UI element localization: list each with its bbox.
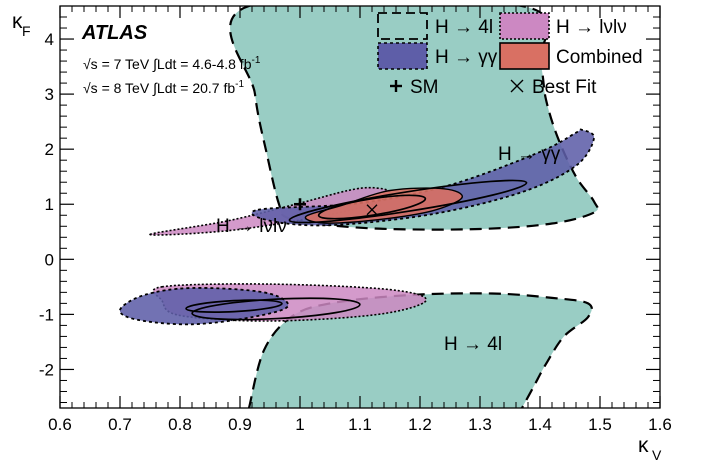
region-hgg-1: [119, 287, 290, 326]
region-annotation: H → lνlν: [216, 216, 287, 237]
x-tick-label: 0.9: [228, 415, 252, 434]
y-tick-label: -2: [39, 360, 54, 379]
x-tick-label: 0.6: [48, 415, 72, 434]
contour-solid_95_upper: [288, 179, 528, 224]
annotations: H → γγ H → lνlν H → 4l: [216, 144, 561, 355]
x-axis-label: κ: [638, 434, 649, 457]
lumi-line-1: √s = 7 TeV ∫Ldt = 4.6-4.8 fb-1: [83, 55, 261, 72]
x-tick-label: 1.4: [528, 415, 552, 434]
y-tick-label: 1: [45, 195, 54, 214]
y-axis-label: κ: [12, 10, 23, 33]
y-axis-label-subscript: F: [22, 23, 31, 39]
x-tick-label: 1.2: [408, 415, 432, 434]
legend-swatch-combined: [499, 42, 550, 70]
lumi-line-2-sup: -1: [235, 79, 244, 90]
legend-label-combined: Combined: [556, 47, 643, 68]
axes: 0.6 0.7 0.8 0.9 1 1.1 1.2 1.3 1.4 1.5 1.6 -2 -1 0 1 2 3 4: [39, 5, 672, 434]
legend-label-h4l: H → 4l: [435, 17, 493, 38]
legend-swatch-hww: [499, 12, 550, 40]
y-tick-label: 0: [45, 250, 54, 269]
legend-label-bestfit: Best Fit: [532, 77, 597, 98]
legend-swatch-hgg: [377, 42, 428, 70]
x-tick-label: 1: [295, 415, 304, 434]
contour-solid_95_lower: [191, 297, 361, 321]
y-tick-label: 2: [45, 140, 54, 159]
legend-marker-bestfit: [510, 79, 524, 93]
lumi-line-2: √s = 8 TeV ∫Ldt = 20.7 fb-1: [83, 79, 244, 96]
contour-solid_68_upper: [317, 194, 427, 220]
x-tick-label: 1.1: [348, 415, 372, 434]
x-tick-label: 0.8: [168, 415, 192, 434]
lumi-line-1-sup: -1: [251, 55, 260, 66]
contour-solid_68_lower: [185, 299, 283, 313]
legend: H → 4l H → lνlν H → γγ Combined SM Best …: [377, 12, 643, 98]
region-annotation: H → 4l: [444, 334, 502, 355]
x-tick-label: 1.6: [648, 415, 672, 434]
legend-label-hww: H → lνlν: [556, 17, 627, 38]
y-tick-label: -1: [39, 305, 54, 324]
lumi-line-2-text: √s = 8 TeV ∫Ldt = 20.7 fb: [83, 80, 235, 96]
x-tick-label: 1.3: [468, 415, 492, 434]
y-tick-label: 3: [45, 85, 54, 104]
best-fit-marker: [366, 204, 378, 216]
region-annotation: H → γγ: [498, 144, 561, 165]
legend-label-hgg: H → γγ: [435, 47, 498, 68]
legend-label-sm: SM: [410, 77, 439, 98]
lumi-line-1-text: √s = 7 TeV ∫Ldt = 4.6-4.8 fb: [83, 56, 252, 72]
legend-swatch-h4l: [377, 12, 428, 40]
legend-marker-sm: [390, 80, 402, 92]
y-tick-label: 4: [45, 30, 54, 49]
x-tick-label: 0.7: [108, 415, 132, 434]
sm-marker: [294, 198, 306, 211]
x-tick-label: 1.5: [588, 415, 612, 434]
atlas-label: ATLAS: [81, 22, 148, 44]
x-axis-label-subscript: V: [652, 447, 662, 463]
